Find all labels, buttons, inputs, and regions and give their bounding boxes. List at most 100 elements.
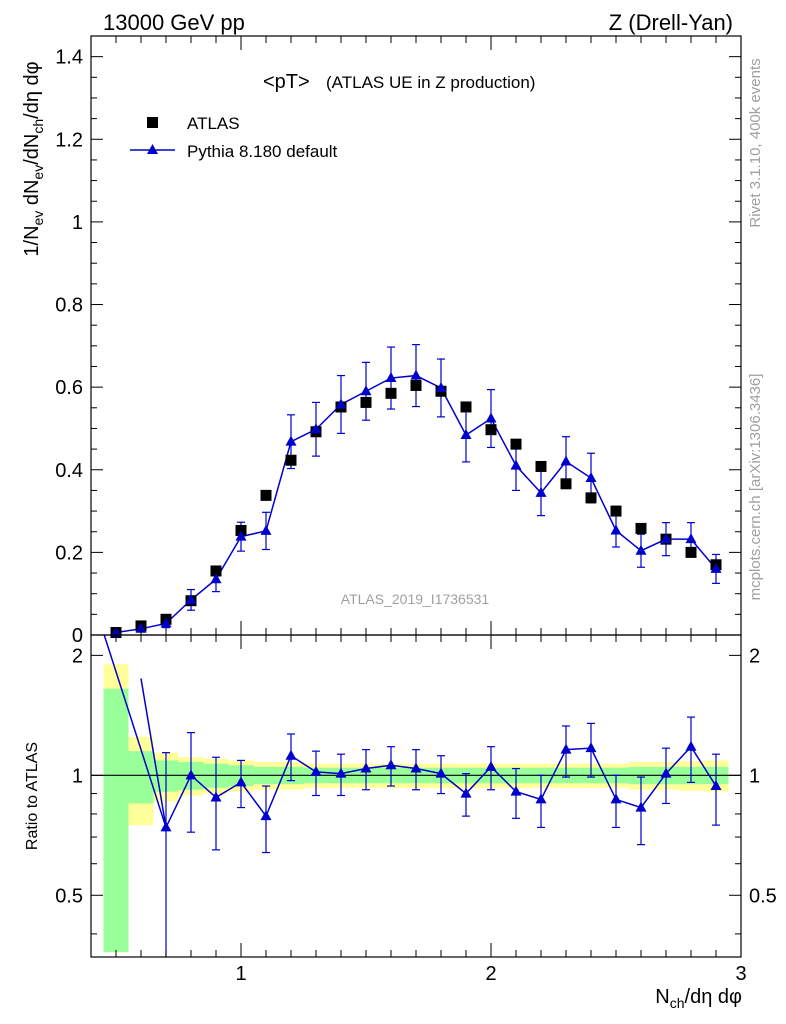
ratio-series-line bbox=[140, 678, 717, 830]
atlas-data-point bbox=[635, 522, 647, 534]
ratio-data-point bbox=[160, 821, 172, 832]
atlas-data-point bbox=[285, 454, 297, 466]
x-tick-label: 1 bbox=[235, 963, 246, 985]
ratio-y-tick-label-right: 1 bbox=[749, 765, 760, 787]
ratio-data-point bbox=[310, 765, 322, 776]
mc-data-point bbox=[585, 472, 597, 483]
mc-data-point bbox=[360, 385, 372, 396]
y-axis-label: 1/Nev dNev/dNch/dη dφ bbox=[21, 61, 46, 256]
ratio-y-tick-label: 0.5 bbox=[55, 885, 83, 907]
legend: ATLAS Pythia 8.180 default bbox=[130, 114, 338, 161]
y-tick-label: 0.6 bbox=[55, 377, 83, 399]
header-right: Z (Drell-Yan) bbox=[609, 10, 733, 35]
ratio-data-point bbox=[560, 743, 572, 754]
atlas-data-point bbox=[535, 460, 547, 472]
ratio-series-line-start bbox=[103, 635, 167, 828]
ratio-data-point bbox=[235, 776, 247, 787]
mc-data-point bbox=[685, 533, 697, 544]
mc-data-point bbox=[135, 622, 147, 633]
ratio-data-point bbox=[435, 767, 447, 778]
x-tick-label: 3 bbox=[735, 963, 746, 985]
atlas-data-point bbox=[610, 505, 622, 517]
ratio-data-point bbox=[485, 760, 497, 771]
ratio-y-tick-label-right: 0.5 bbox=[749, 885, 777, 907]
ratio-data-point bbox=[385, 759, 397, 770]
mc-data-point bbox=[185, 593, 197, 604]
x-axis-label: Nch/dη dφ bbox=[655, 986, 742, 1011]
atlas-data-point bbox=[485, 424, 497, 436]
ratio-frame bbox=[90, 634, 742, 958]
y-tick-label: 0.8 bbox=[55, 295, 83, 317]
atlas-data-point bbox=[510, 438, 522, 450]
mc-data-point bbox=[235, 530, 247, 541]
mc-data-point bbox=[410, 369, 422, 380]
atlas-data-point bbox=[260, 489, 272, 501]
plot-title: <pT> bbox=[263, 71, 310, 93]
y-tick-label: 1.4 bbox=[55, 47, 83, 69]
ratio-data-point bbox=[210, 791, 222, 802]
ratio-y-axis-label: Ratio to ATLAS bbox=[24, 742, 41, 850]
ratio-data-point bbox=[410, 762, 422, 773]
legend-atlas-marker bbox=[147, 117, 158, 128]
ratio-data-point bbox=[460, 787, 472, 798]
mc-data-point bbox=[385, 372, 397, 383]
plot-subtitle: (ATLAS UE in Z production) bbox=[326, 73, 535, 92]
atlas-data-point bbox=[210, 565, 222, 577]
atlas-data-point bbox=[385, 387, 397, 399]
ratio-y-tick-label-right: 2 bbox=[749, 645, 760, 667]
atlas-data-point bbox=[410, 379, 422, 391]
mc-data-point bbox=[435, 381, 447, 392]
mc-data-point bbox=[485, 412, 497, 423]
mc-data-point bbox=[460, 429, 472, 440]
main-plot bbox=[110, 343, 722, 639]
atlas-data-point bbox=[360, 396, 372, 408]
y-tick-label: 1.2 bbox=[55, 129, 83, 151]
mc-data-point bbox=[710, 562, 722, 573]
mc-data-point bbox=[535, 486, 547, 497]
mc-data-point bbox=[260, 524, 272, 535]
ratio-y-tick-label: 1 bbox=[72, 765, 83, 787]
ratio-y-tick-label: 2 bbox=[72, 645, 83, 667]
mc-data-point bbox=[210, 573, 222, 584]
mc-data-point bbox=[510, 459, 522, 470]
ratio-data-point bbox=[710, 780, 722, 791]
ratio-plot bbox=[91, 635, 741, 957]
ratio-data-point bbox=[660, 767, 672, 778]
ratio-data-point bbox=[260, 810, 272, 821]
ratio-line-group bbox=[103, 635, 717, 830]
ratio-data-point bbox=[335, 767, 347, 778]
legend-pythia-label: Pythia 8.180 default bbox=[187, 142, 338, 161]
atlas-data-point bbox=[460, 401, 472, 413]
atlas-data-point bbox=[560, 478, 572, 490]
mc-data-point bbox=[635, 544, 647, 555]
mc-data-point bbox=[160, 617, 172, 628]
mc-data-point bbox=[310, 423, 322, 434]
ratio-uncertainty-bands bbox=[103, 664, 729, 953]
mc-data-point bbox=[610, 524, 622, 535]
rivet-label: Rivet 3.1.10, 400k events bbox=[747, 58, 764, 227]
axes: 0 0.2 0.4 0.6 0.8 1 1.2 1.4 1 2 3 0.5 0.5 1 1 2 2 bbox=[55, 35, 777, 985]
band-inner-bin bbox=[103, 688, 129, 953]
y-tick-label: 0.2 bbox=[55, 542, 83, 564]
y-tick-label: 1 bbox=[72, 212, 83, 234]
ratio-data-point bbox=[285, 749, 297, 760]
mcplots-label: mcplots.cern.ch [arXiv:1306.3436] bbox=[747, 374, 764, 601]
ratio-data-point bbox=[585, 742, 597, 753]
atlas-data-point bbox=[685, 546, 697, 558]
ratio-data-point bbox=[635, 801, 647, 812]
header-left: 13000 GeV pp bbox=[103, 10, 245, 35]
ratio-data-point bbox=[685, 740, 697, 751]
y-tick-label: 0 bbox=[72, 625, 83, 647]
mc-data-point bbox=[660, 533, 672, 544]
ratio-data-point bbox=[185, 769, 197, 780]
ratio-data-point bbox=[535, 793, 547, 804]
atlas-data-point bbox=[235, 524, 247, 536]
x-tick-label: 2 bbox=[485, 963, 496, 985]
analysis-watermark: ATLAS_2019_I1736531 bbox=[341, 591, 490, 607]
mc-data-point bbox=[560, 455, 572, 466]
ratio-data-point bbox=[610, 793, 622, 804]
mc-data-point bbox=[335, 398, 347, 409]
ratio-data-point bbox=[510, 785, 522, 796]
ratio-data-point bbox=[360, 762, 372, 773]
